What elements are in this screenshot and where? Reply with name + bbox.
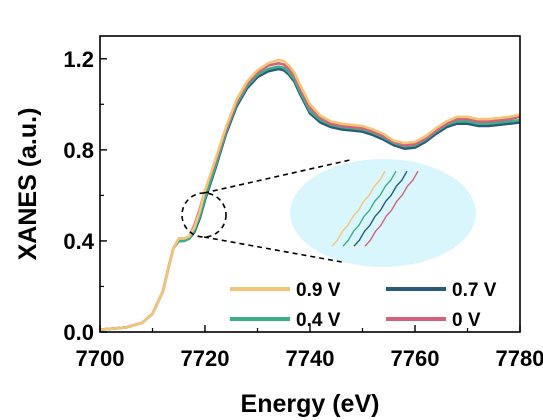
series-line-0-9-v [100, 58, 520, 331]
y-axis-title: XANES (a.u.) [14, 108, 42, 261]
x-tick-label: 7760 [391, 346, 440, 371]
inset-line-0-9-v [331, 170, 386, 247]
zoom-callout-line-top [203, 159, 351, 194]
legend-label-0-7-v: 0.7 V [452, 280, 497, 301]
inset-line-0-7-v [353, 170, 408, 247]
y-tick-label: 0.8 [63, 138, 94, 163]
inset-zoom [181, 159, 476, 267]
x-tick-label: 7740 [286, 346, 335, 371]
x-axis-ticks: 7700 7720 7740 7760 7780 [76, 325, 543, 371]
y-tick-label: 1.2 [63, 47, 94, 72]
x-tick-label: 7780 [496, 346, 543, 371]
inset-line-0-4-v [342, 170, 397, 247]
series-lines [100, 58, 520, 331]
inset-line-0-v [364, 170, 419, 247]
x-axis-title: Energy (eV) [241, 390, 380, 418]
legend: 0.9 V 0.7 V 0.4 V 0 V [230, 280, 497, 331]
legend-label-0-4-v: 0.4 V [296, 310, 341, 331]
x-tick-label: 7720 [181, 346, 230, 371]
legend-label-0-9-v: 0.9 V [296, 280, 341, 301]
x-tick-label: 7700 [76, 346, 125, 371]
y-axis-ticks: 0.0 0.4 0.8 1.2 [63, 47, 107, 345]
inset-ellipse [290, 159, 476, 267]
y-tick-label: 0.0 [63, 320, 94, 345]
inset-series-lines [331, 170, 419, 247]
legend-label-0-v: 0 V [452, 310, 481, 331]
y-tick-label: 0.4 [63, 229, 94, 254]
